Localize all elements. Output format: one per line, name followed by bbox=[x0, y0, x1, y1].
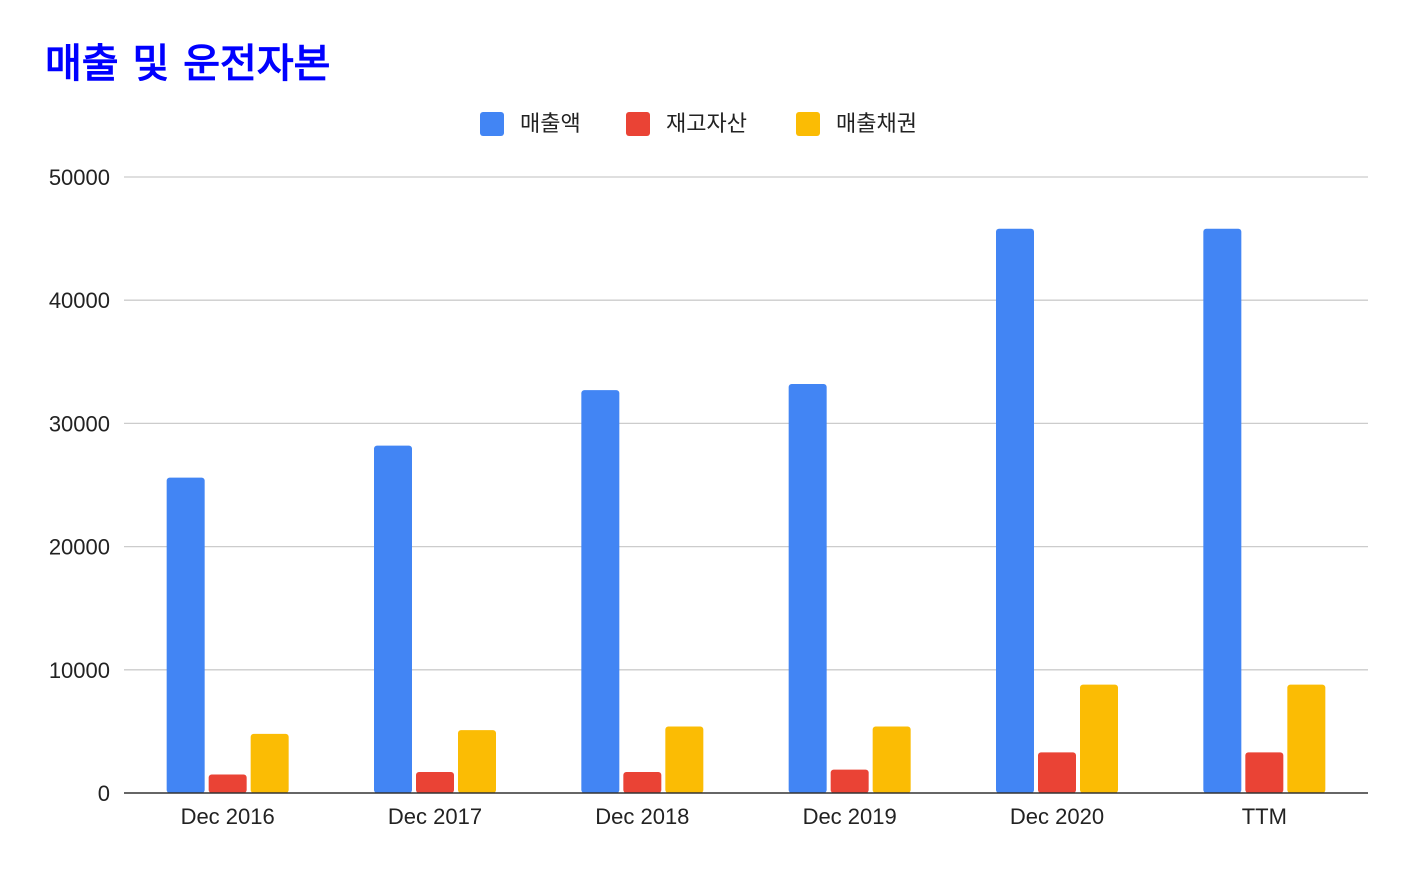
chart-title: 매출 및 운전자본 bbox=[45, 41, 330, 87]
bar bbox=[830, 769, 869, 793]
bar bbox=[374, 445, 412, 793]
x-tick-label: TTM bbox=[1242, 804, 1287, 829]
x-tick-label: Dec 2016 bbox=[181, 804, 275, 829]
bar bbox=[1038, 752, 1076, 793]
y-axis: 0 10000 20000 30000 40000 50000 bbox=[49, 165, 110, 806]
bar bbox=[996, 228, 1034, 793]
bar bbox=[623, 772, 662, 793]
bar bbox=[1287, 684, 1326, 793]
y-tick-label: 0 bbox=[98, 781, 110, 806]
y-tick-label: 30000 bbox=[49, 411, 110, 436]
bar bbox=[581, 390, 620, 793]
bar bbox=[665, 726, 704, 793]
x-tick-label: Dec 2019 bbox=[803, 804, 897, 829]
legend: 매출액 재고자산 매출채권 bbox=[480, 112, 917, 137]
legend-label: 매출채권 bbox=[836, 112, 917, 137]
bars bbox=[166, 228, 1326, 793]
x-tick-label: Dec 2020 bbox=[1010, 804, 1104, 829]
bar bbox=[166, 477, 205, 793]
y-tick-label: 40000 bbox=[49, 288, 110, 313]
legend-swatch bbox=[796, 112, 820, 136]
x-tick-label: Dec 2018 bbox=[595, 804, 689, 829]
legend-label: 매출액 bbox=[520, 112, 581, 137]
bar bbox=[1203, 228, 1242, 793]
x-axis: Dec 2016 Dec 2017 Dec 2018 Dec 2019 Dec 2020… bbox=[124, 792, 1368, 829]
bar bbox=[416, 772, 454, 793]
y-tick-label: 50000 bbox=[49, 165, 110, 190]
y-tick-label: 20000 bbox=[49, 535, 110, 560]
bar bbox=[788, 383, 827, 793]
gridlines bbox=[124, 176, 1368, 671]
bar bbox=[208, 774, 247, 793]
bar bbox=[1245, 752, 1284, 793]
y-tick-label: 10000 bbox=[49, 658, 110, 683]
bar bbox=[458, 730, 496, 793]
x-tick-label: Dec 2017 bbox=[388, 804, 482, 829]
bar bbox=[250, 733, 289, 793]
legend-swatch bbox=[626, 112, 650, 136]
bar bbox=[872, 726, 911, 793]
legend-label: 재고자산 bbox=[666, 112, 747, 137]
legend-swatch bbox=[480, 112, 504, 136]
bar bbox=[1080, 684, 1118, 793]
